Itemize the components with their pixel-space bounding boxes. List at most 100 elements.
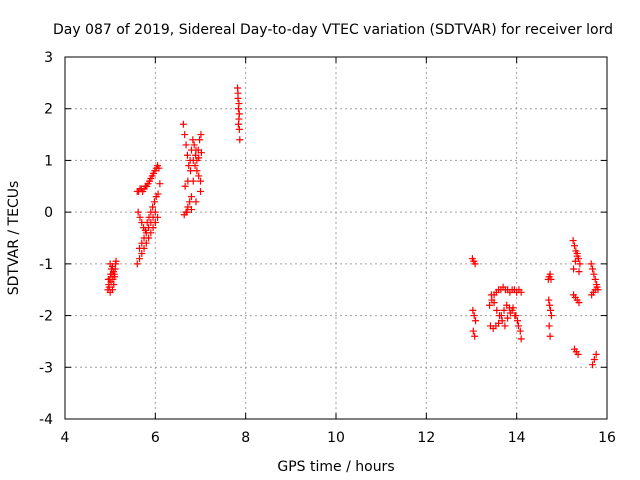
data-point	[136, 213, 144, 221]
data-point	[182, 141, 190, 149]
data-point	[573, 250, 581, 258]
data-point	[471, 260, 479, 268]
data-point	[195, 154, 203, 162]
data-point	[184, 177, 192, 185]
data-point	[142, 239, 150, 247]
data-point	[106, 260, 114, 268]
data-point	[509, 304, 517, 312]
data-point	[469, 327, 477, 335]
data-point	[184, 203, 192, 211]
y-tick-label: -4	[39, 412, 53, 428]
data-point	[138, 250, 146, 258]
data-point	[151, 218, 159, 226]
data-point	[547, 306, 555, 314]
grid	[65, 57, 607, 419]
data-point	[197, 187, 204, 195]
x-axis-title: GPS time / hours	[277, 459, 394, 475]
y-axis-title: SDTVAR / TECUs	[6, 181, 22, 296]
data-point	[109, 275, 117, 283]
data-point	[501, 322, 509, 330]
data-point	[192, 198, 200, 206]
data-point	[108, 286, 116, 294]
data-point	[546, 332, 554, 340]
data-point	[516, 327, 524, 335]
data-point	[504, 314, 512, 322]
data-point	[589, 265, 597, 273]
data-point	[191, 162, 199, 170]
data-point	[517, 335, 525, 343]
data-point	[514, 317, 522, 325]
data-point	[517, 288, 525, 296]
series-cluster-3	[179, 120, 205, 219]
data-point	[587, 260, 595, 268]
data-point	[235, 125, 243, 133]
data-point	[155, 164, 163, 172]
series-cluster-2	[133, 162, 164, 268]
data-point	[192, 146, 200, 154]
series-cluster-1	[104, 257, 120, 296]
data-point	[145, 234, 153, 242]
data-point	[547, 275, 555, 283]
data-point	[181, 182, 189, 190]
data-point	[189, 136, 197, 144]
x-tick-label: 12	[417, 430, 435, 446]
data-point	[498, 317, 506, 325]
data-point	[187, 167, 195, 175]
y-tick-label: -3	[39, 360, 53, 376]
data-point	[186, 198, 194, 206]
data-point	[154, 190, 162, 198]
data-point	[187, 193, 195, 201]
plot-frame	[64, 56, 608, 420]
data-point	[187, 206, 195, 214]
y-tick-label: 3	[44, 50, 53, 66]
data-point	[574, 350, 582, 358]
x-tick-label: 6	[151, 430, 160, 446]
series-cluster-9	[587, 260, 602, 369]
data-point	[496, 312, 504, 320]
data-point	[183, 151, 191, 159]
data-point	[569, 237, 577, 245]
x-tick-label: 8	[241, 430, 250, 446]
data-point	[576, 260, 584, 268]
data-point	[195, 172, 203, 180]
data-point	[134, 208, 142, 216]
data-point	[470, 312, 478, 320]
data-point	[234, 120, 242, 128]
data-point	[591, 275, 599, 283]
data-point	[133, 260, 141, 268]
data-point	[136, 255, 144, 263]
data-point	[512, 312, 520, 320]
data-point	[197, 177, 204, 185]
data-point	[570, 265, 578, 273]
data-point	[490, 299, 498, 307]
data-point	[156, 180, 164, 188]
data-point	[506, 309, 514, 317]
data-point	[185, 162, 193, 170]
data-point	[472, 317, 480, 325]
data-point	[197, 149, 205, 157]
data-point	[151, 208, 159, 216]
data-point	[110, 281, 118, 289]
series-cluster-5	[468, 255, 480, 340]
x-tick-label: 10	[327, 430, 345, 446]
data-point	[546, 270, 554, 278]
data-point	[469, 306, 477, 314]
data-point	[140, 244, 148, 252]
data-point	[575, 268, 583, 276]
data-point	[110, 270, 118, 278]
chart-title: Day 087 of 2019, Sidereal Day-to-day VTE…	[53, 22, 613, 38]
data-point	[493, 306, 501, 314]
data-point	[593, 283, 601, 291]
data-point	[197, 131, 205, 139]
y-tick-label: 2	[44, 102, 53, 118]
y-tick-label: -2	[39, 309, 53, 325]
series-cluster-6	[486, 283, 525, 343]
data-point	[154, 213, 162, 221]
data-point	[545, 296, 553, 304]
data-point	[571, 257, 579, 265]
data-point	[181, 131, 189, 139]
y-tick-label: -1	[39, 257, 53, 273]
data-point	[147, 229, 155, 237]
series-cluster-7	[544, 270, 555, 340]
